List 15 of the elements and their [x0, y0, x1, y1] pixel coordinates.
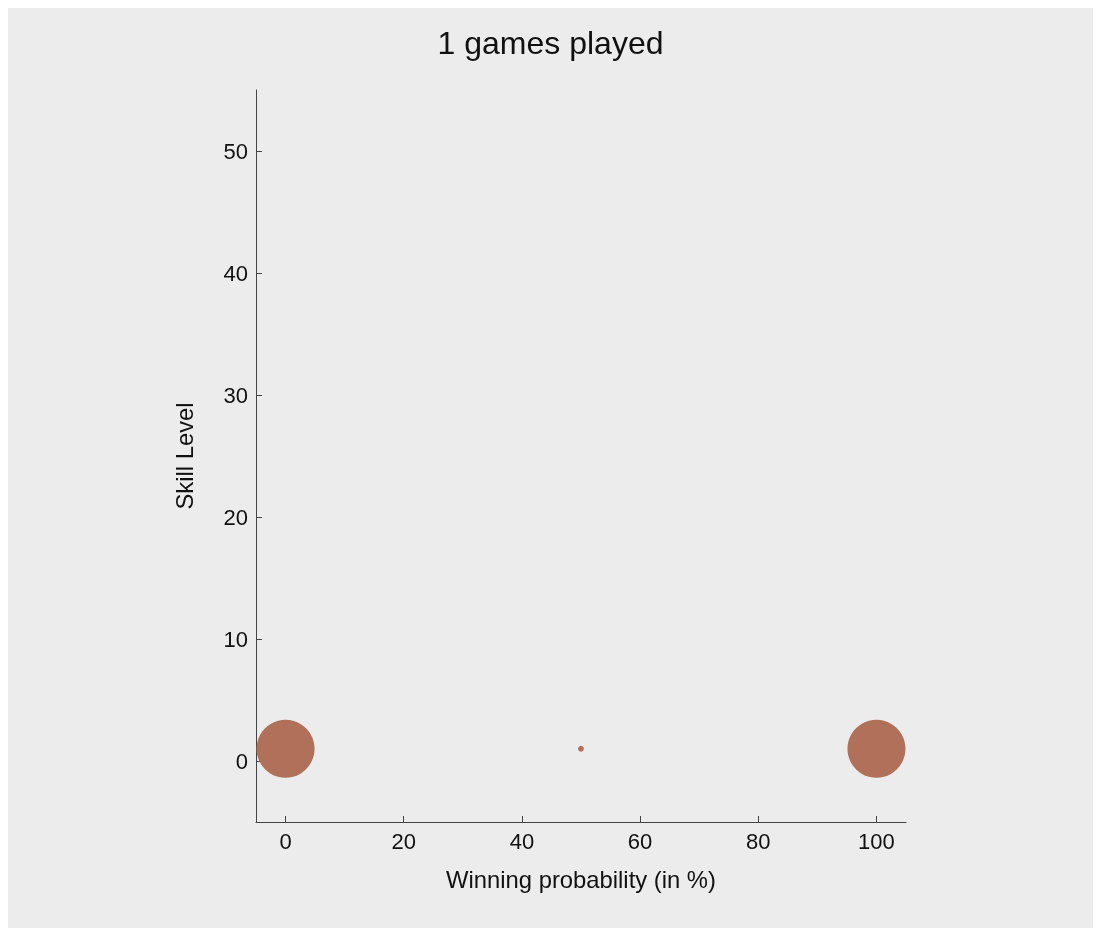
y-tick-label: 40: [223, 260, 248, 286]
y-tick-label: 20: [223, 504, 248, 530]
chart-title: 1 games played: [437, 25, 664, 61]
x-tick-label: 100: [858, 828, 895, 854]
y-tick-label: 10: [223, 626, 248, 652]
y-tick-label: 0: [235, 748, 248, 774]
x-tick-label: 80: [746, 828, 771, 854]
y-tick-label: 50: [223, 138, 248, 164]
x-tick-label: 20: [391, 828, 416, 854]
x-tick-label: 40: [509, 828, 535, 854]
x-tick-label: 60: [627, 828, 653, 854]
y-axis-title: Skill Level: [170, 402, 198, 510]
y-tick-label: 30: [223, 382, 248, 408]
x-tick-label: 0: [279, 828, 292, 854]
x-axis-title: Winning probability (in %): [446, 865, 716, 893]
